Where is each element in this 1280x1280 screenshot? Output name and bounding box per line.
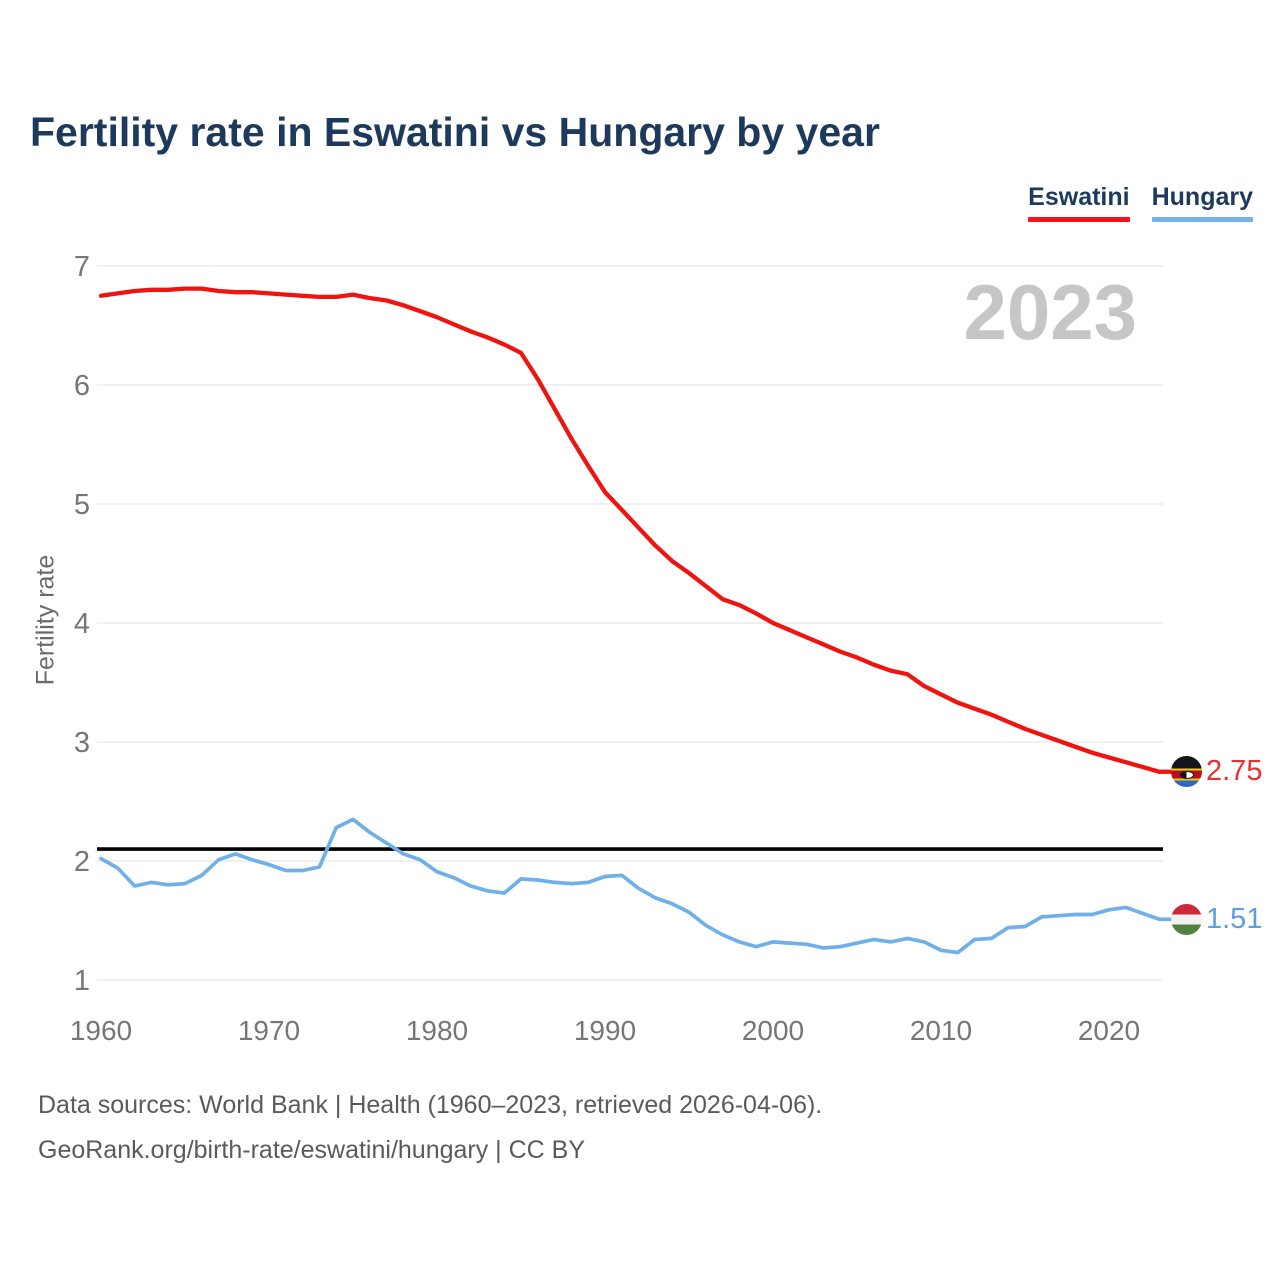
y-tick-label-3: 3 — [74, 727, 90, 759]
footer: Data sources: World Bank | Health (1960–… — [38, 1083, 822, 1173]
x-tick-label-1960: 1960 — [70, 1015, 132, 1046]
eswatini-flag-icon — [1171, 756, 1202, 787]
x-tick-label-2000: 2000 — [742, 1015, 804, 1046]
x-tick-label-1990: 1990 — [574, 1015, 636, 1046]
page-title: Fertility rate in Eswatini vs Hungary by… — [30, 109, 880, 155]
hungary-end-value: 1.51 — [1206, 903, 1263, 935]
footer-source-line: Data sources: World Bank | Health (1960–… — [38, 1091, 823, 1119]
legend-label-hungary: Hungary — [1151, 183, 1253, 211]
x-tick-label-2020: 2020 — [1078, 1015, 1140, 1046]
watermark-year: 2023 — [963, 268, 1137, 356]
eswatini-shield-emblem — [1179, 770, 1194, 779]
hungary-line — [99, 817, 1162, 955]
legend-label-eswatini: Eswatini — [1028, 183, 1130, 211]
y-tick-label-4: 4 — [74, 608, 90, 640]
y-tick-label-6: 6 — [74, 370, 90, 402]
footer-license-line: GeoRank.org/birth-rate/eswatini/hungary … — [38, 1136, 586, 1164]
y-tick-label-7: 7 — [74, 251, 90, 283]
y-tick-label-5: 5 — [74, 489, 90, 521]
x-tick-label-2010: 2010 — [910, 1015, 972, 1046]
hungary-flag-icon — [1171, 904, 1202, 935]
legend-color-bar-hungary — [1151, 216, 1253, 222]
legend-item-hungary[interactable]: Hungary — [1151, 183, 1253, 222]
legend-item-eswatini[interactable]: Eswatini — [1028, 183, 1130, 222]
eswatini-line — [98, 286, 1162, 774]
legend-color-bar-eswatini — [1028, 216, 1130, 222]
x-tick-label-1970: 1970 — [238, 1015, 300, 1046]
legend: Eswatini Hungary — [1028, 183, 1253, 222]
x-tick-label-1980: 1980 — [406, 1015, 468, 1046]
y-tick-label-2: 2 — [74, 846, 90, 878]
eswatini-end-value: 2.75 — [1206, 755, 1263, 787]
y-tick-label-1: 1 — [74, 965, 90, 997]
